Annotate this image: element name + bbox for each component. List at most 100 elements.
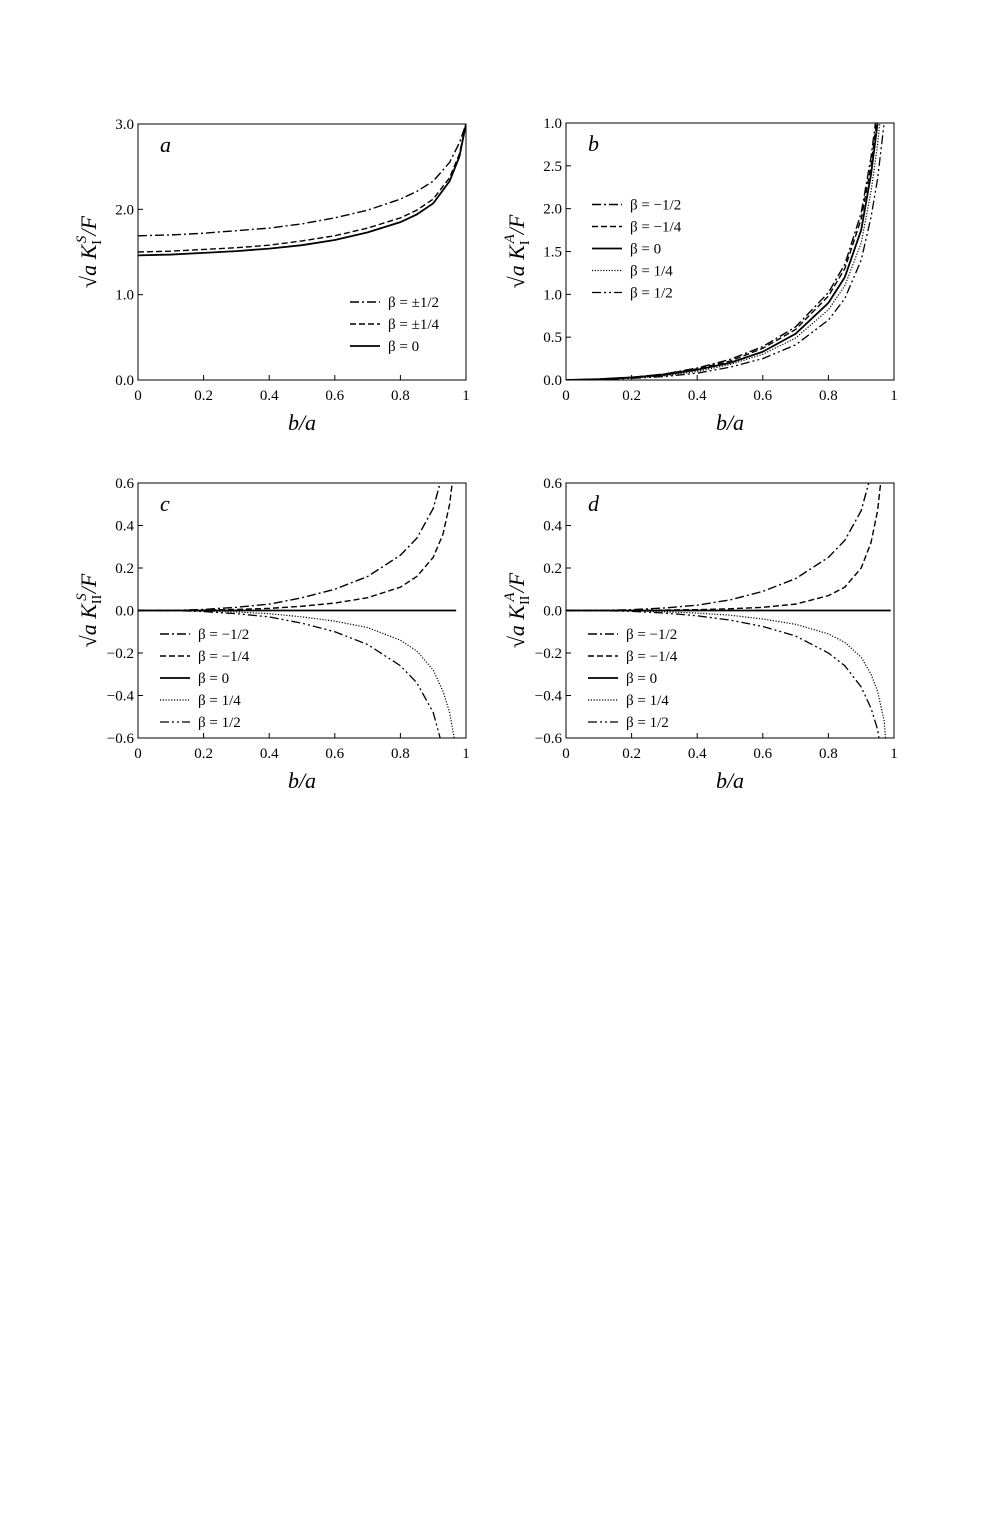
y-label-sup: S	[74, 235, 90, 243]
y-label-sup: A	[502, 592, 518, 603]
legend-label: β = −1/4	[630, 220, 682, 236]
x-tick-label: 1	[890, 388, 898, 404]
series-line	[138, 124, 466, 253]
x-tick-label: 1	[890, 746, 898, 762]
x-tick-label: 0.8	[391, 746, 410, 762]
series-line	[138, 124, 466, 237]
x-axis-label: b/a	[288, 768, 316, 793]
series-line	[566, 483, 870, 612]
panel-label: b	[588, 131, 599, 156]
y-tick-label: 0.4	[115, 519, 134, 535]
x-tick-label: 1	[462, 746, 470, 762]
legend-label: β = 0	[388, 339, 419, 355]
legend-label: β = 1/4	[198, 693, 241, 709]
y-tick-label: 0.0	[543, 604, 562, 620]
y-tick-label: 0.0	[115, 373, 134, 389]
y-tick-label: −0.4	[107, 689, 135, 705]
legend-label: β = 0	[630, 242, 661, 258]
y-tick-label: 0.0	[115, 604, 134, 620]
x-axis-label: b/a	[288, 410, 316, 435]
y-axis-label: √a KIS/F	[74, 215, 105, 288]
panel-label: d	[588, 491, 600, 516]
series-line	[566, 123, 885, 380]
y-label-sub: II	[518, 595, 533, 605]
y-tick-label: 3.0	[115, 117, 134, 133]
legend-label: β = −1/4	[626, 649, 678, 665]
x-tick-label: 0.2	[194, 388, 213, 404]
x-tick-label: 0.4	[260, 388, 279, 404]
legend-label: β = 1/4	[626, 693, 669, 709]
y-tick-label: 2.5	[543, 159, 562, 175]
legend-label: β = 1/4	[630, 264, 673, 280]
legend: β = −1/2 β = −1/4 β = 0 β = 1/4 β = 1/2	[588, 627, 678, 731]
legend-label: β = 1/2	[630, 286, 673, 302]
y-label-sup: A	[502, 233, 518, 244]
y-tick-label: −0.2	[107, 646, 134, 662]
y-label-sub: I	[90, 240, 105, 245]
x-tick-label: 1	[462, 388, 470, 404]
y-label-sup: S	[74, 593, 90, 601]
series-line	[566, 609, 880, 738]
y-tick-label: −0.6	[107, 731, 135, 747]
x-tick-label: 0.4	[688, 746, 707, 762]
series-line	[138, 483, 441, 612]
y-tick-label: −0.4	[535, 689, 563, 705]
y-label-tail: /F	[76, 573, 101, 595]
y-tick-label: 0.6	[543, 476, 562, 492]
x-tick-label: 0.4	[688, 388, 707, 404]
x-tick-label: 0.2	[622, 388, 641, 404]
x-tick-label: 0.6	[325, 746, 344, 762]
panel-label: c	[160, 491, 170, 516]
y-tick-label: 0.6	[115, 476, 134, 492]
y-label-tail: /F	[504, 214, 529, 236]
y-tick-label: 0.0	[543, 373, 562, 389]
y-tick-label: 0.2	[115, 561, 134, 577]
y-axis-label: √a KIIA/F	[502, 572, 533, 648]
x-tick-label: 0	[562, 746, 570, 762]
x-tick-label: 0.8	[819, 746, 838, 762]
series-line	[566, 123, 878, 380]
series-line	[566, 123, 879, 380]
legend-label: β = 1/2	[198, 715, 241, 731]
legend-label: β = 0	[626, 671, 657, 687]
y-tick-label: 0.5	[543, 330, 562, 346]
x-tick-label: 0.8	[819, 388, 838, 404]
x-tick-label: 0.4	[260, 746, 279, 762]
legend-label: β = −1/2	[626, 627, 677, 643]
panel: 0 0.2 0.4 0.6 0.8 1 0.0 0.5 1.0 1.5 2.0 2.5 1.0 b/a b √…	[502, 116, 898, 435]
y-axis-label: √a KIIS/F	[74, 573, 105, 647]
y-tick-label: 2.0	[115, 202, 134, 218]
x-axis-label: b/a	[716, 410, 744, 435]
y-label-base: √a K	[76, 603, 101, 648]
legend: β = −1/2 β = −1/4 β = 0 β = 1/4 β = 1/2	[592, 198, 682, 302]
x-tick-label: 0.2	[194, 746, 213, 762]
x-tick-label: 0	[134, 746, 142, 762]
y-tick-label: 1.0	[543, 116, 562, 132]
panel: 0 0.2 0.4 0.6 0.8 1 −0.6 −0.4 −0.2 0.0 0.2 0.4 0.6 b/…	[502, 476, 898, 793]
y-label-base: √a K	[76, 243, 101, 288]
y-tick-label: 0.2	[543, 561, 562, 577]
y-label-tail: /F	[76, 215, 101, 237]
y-tick-label: −0.6	[535, 731, 563, 747]
series-line	[138, 609, 441, 738]
legend-label: β = 0	[198, 671, 229, 687]
y-label-tail: /F	[504, 572, 529, 594]
x-axis-label: b/a	[716, 768, 744, 793]
series-group	[566, 123, 885, 380]
y-tick-label: 1.5	[543, 245, 562, 261]
y-tick-label: 0.4	[543, 519, 562, 535]
x-tick-label: 0.6	[753, 746, 772, 762]
y-label-sub: I	[518, 240, 533, 245]
legend-label: β = −1/2	[198, 627, 249, 643]
y-tick-label: 1.0	[115, 288, 134, 304]
legend-label: β = −1/2	[630, 198, 681, 214]
legend: β = −1/2 β = −1/4 β = 0 β = 1/4 β = 1/2	[160, 627, 250, 731]
panel: 0 0.2 0.4 0.6 0.8 1 0.0 1.0 2.0 3.0 b/a a √a KIS/F β …	[74, 117, 470, 435]
y-tick-label: 2.0	[543, 202, 562, 218]
y-label-base: √a K	[504, 244, 529, 289]
series-group	[138, 483, 457, 738]
x-tick-label: 0	[562, 388, 570, 404]
y-label-sub: II	[90, 594, 105, 604]
